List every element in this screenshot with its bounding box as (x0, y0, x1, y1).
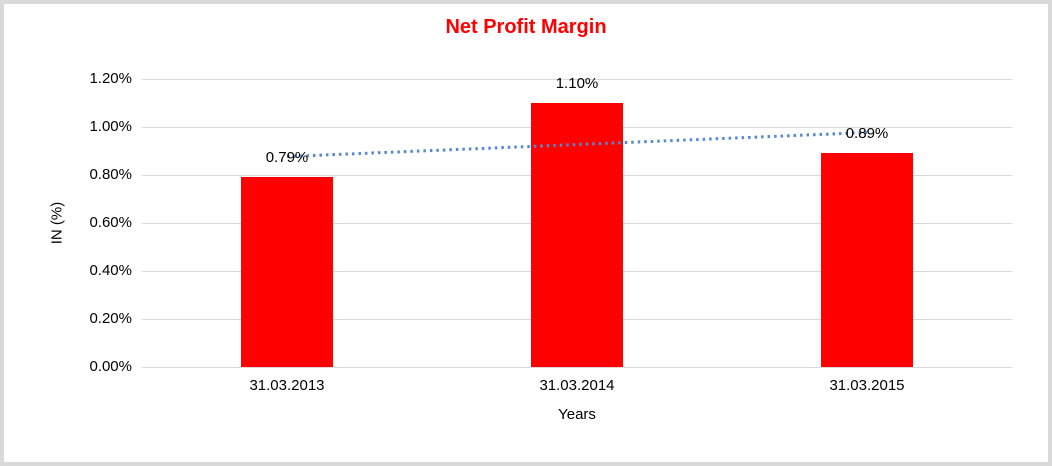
x-tick-label: 31.03.2014 (539, 377, 615, 394)
bar-31.03.2015 (821, 153, 913, 367)
bar-value-label: 1.10% (555, 75, 599, 92)
bar-31.03.2014 (531, 103, 623, 367)
bar-value-label: 0.79% (265, 149, 309, 167)
y-tick-label: 0.20% (89, 310, 132, 327)
y-tick-label: 1.00% (89, 118, 132, 135)
y-tick-label: 0.80% (89, 166, 132, 183)
x-tick-label: 31.03.2015 (829, 377, 905, 394)
y-tick-label: 0.60% (89, 214, 132, 231)
y-tick-label: 0.00% (89, 358, 132, 375)
y-tick-label: 0.40% (89, 262, 132, 279)
bar-31.03.2013 (241, 177, 333, 367)
gridline (142, 367, 1012, 368)
gridline (142, 79, 1012, 80)
y-tick-label: 1.20% (89, 70, 132, 87)
x-tick-label: 31.03.2013 (249, 377, 325, 394)
bar-value-label: 0.89% (845, 125, 889, 143)
chart-title: Net Profit Margin (445, 16, 607, 38)
x-axis-title: Years (558, 406, 596, 423)
